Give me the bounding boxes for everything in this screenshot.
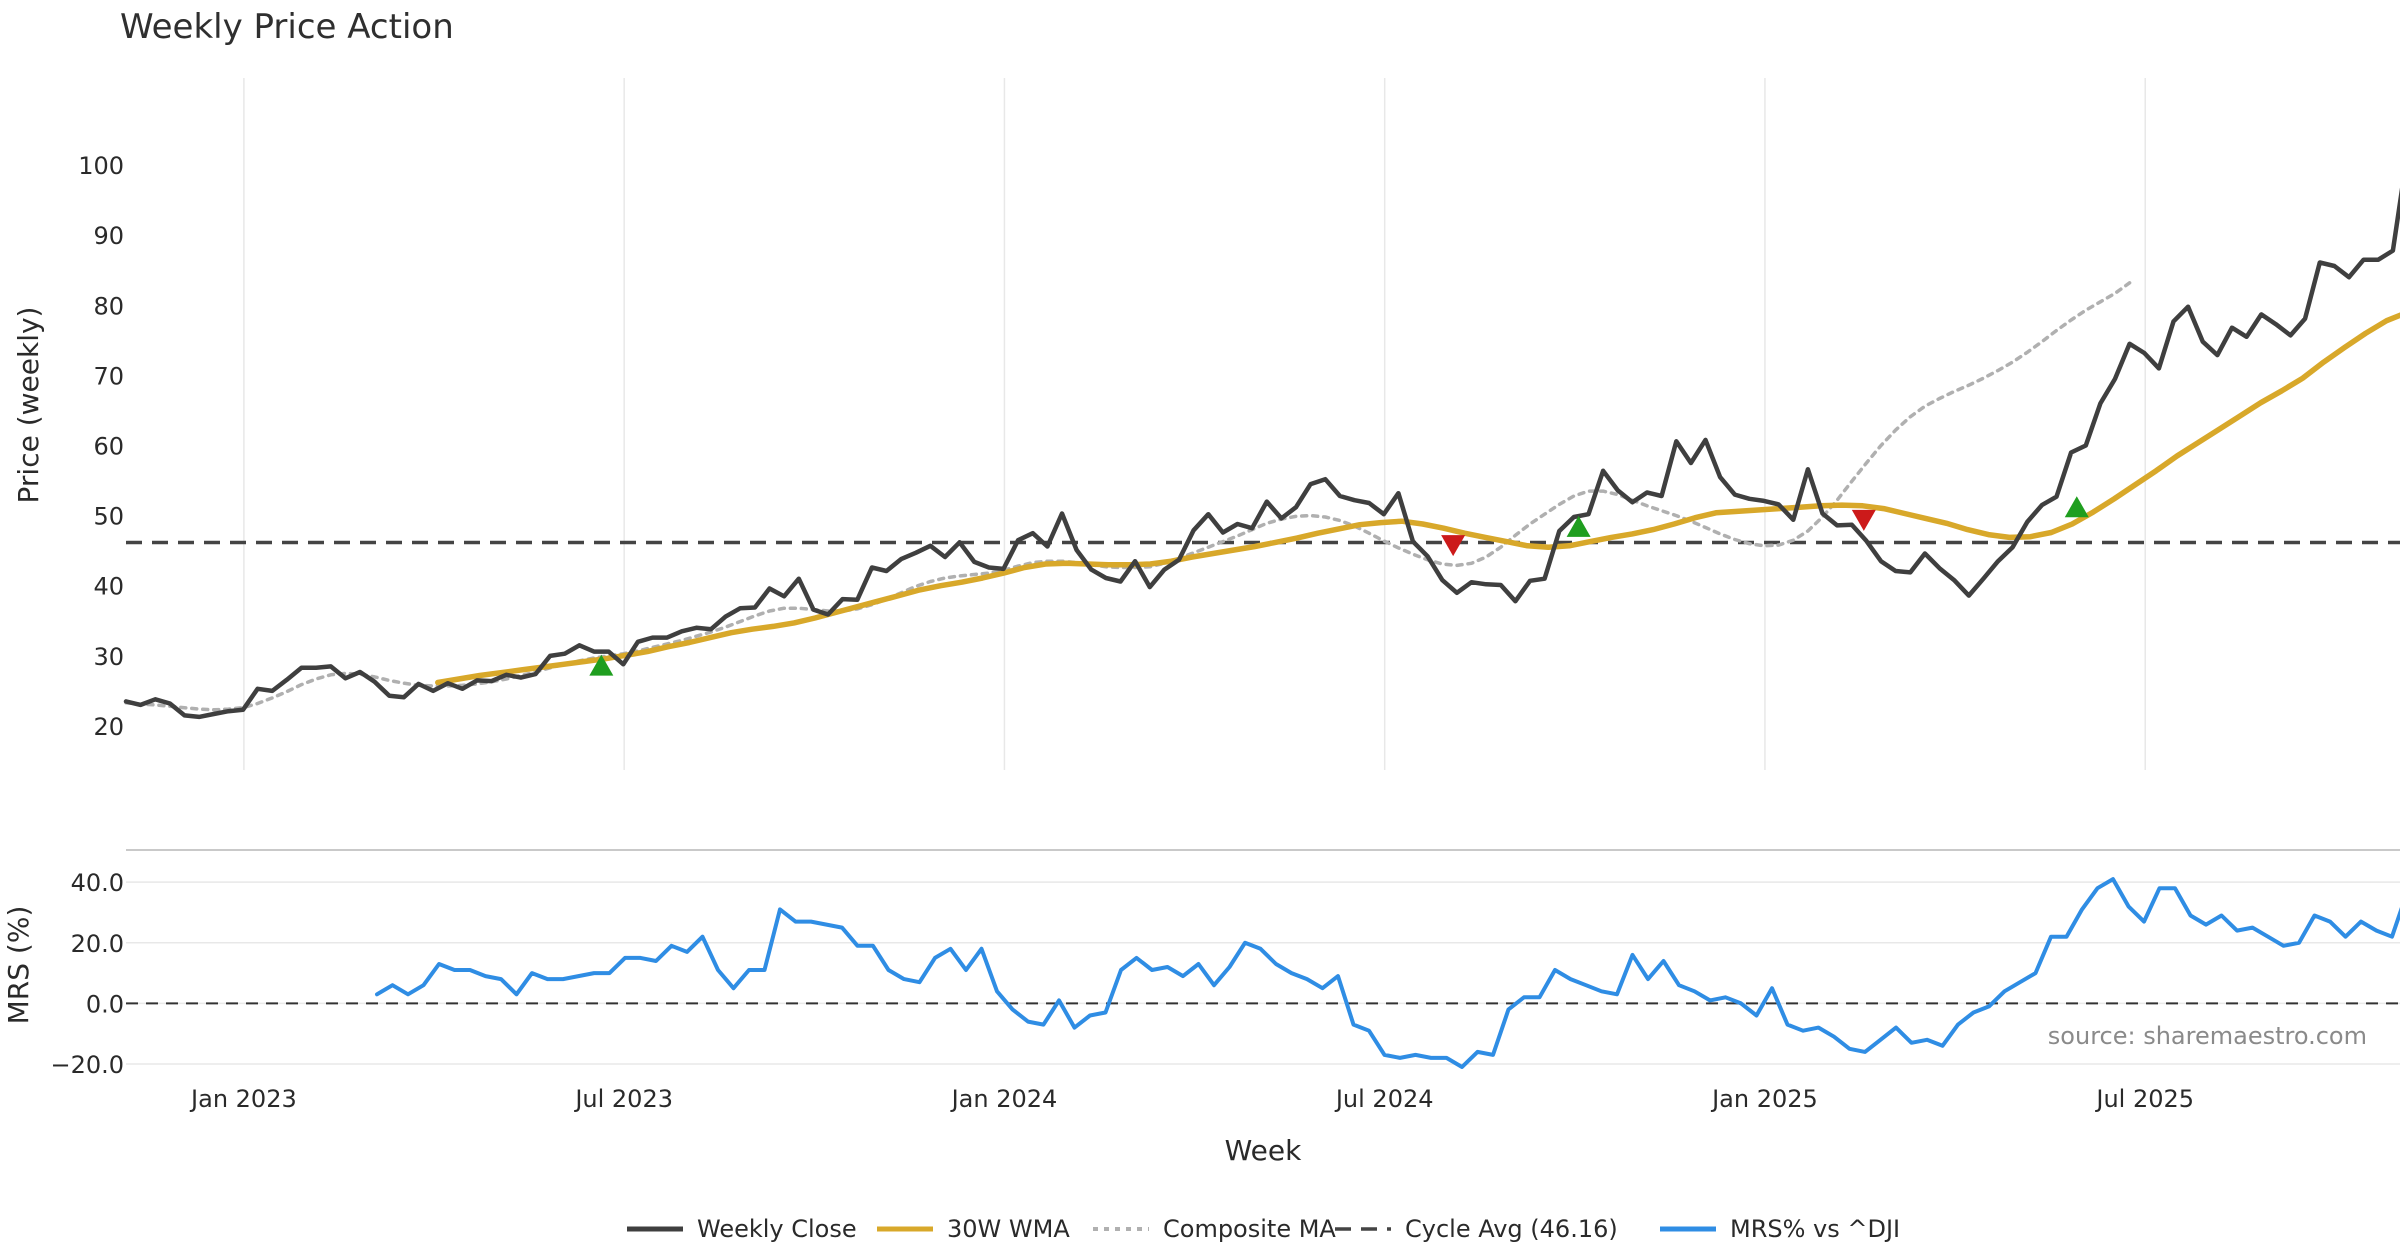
mrs-y-tick-label: 20.0 [71,930,124,958]
price-series-group [123,187,2400,720]
source-note: source: sharemaestro.com [2048,1022,2367,1050]
legend-entry-label: 30W WMA [947,1215,1070,1243]
composite-ma-line [124,281,2132,712]
sell-signal-marker [1851,509,1876,531]
x-axis-ticks: Jan 2023 Jul 2023 Jan 2024 Jul 2024 Jan 2025… [189,1085,2194,1113]
legend-entry-label: Composite MA [1163,1215,1336,1243]
price-y-tick-label: 100 [78,152,124,180]
price-y-axis-label: Price (weekly) [12,307,45,504]
buy-signal-marker [1566,515,1591,537]
mrs-grid [126,849,2400,1065]
mrs-y-tick-label: −20.0 [50,1051,124,1079]
sell-signal-marker [1441,535,1466,557]
price-y-tick-label: 70 [93,362,124,390]
x-axis-label: Week [1225,1134,1302,1167]
mrs-line [375,877,2400,1069]
price-y-tick-label: 90 [93,222,124,250]
price-y-tick-label: 60 [93,433,124,461]
mrs-series-group [126,877,2400,1069]
price-y-tick-label: 80 [93,292,124,320]
weekly-close-line [123,187,2400,720]
legend-entry-label: MRS% vs ^DJI [1730,1215,1900,1243]
wma-30w-line [435,312,2400,686]
x-tick-label: Jul 2024 [1334,1085,1434,1113]
chart-title: Weekly Price Action [120,7,454,47]
price-y-tick-label: 50 [93,503,124,531]
price-y-tick-label: 20 [93,713,124,741]
x-tick-label: Jul 2025 [2094,1085,2194,1113]
mrs-y-axis-label: MRS (%) [2,906,35,1025]
mrs-y-tick-label: 40.0 [71,869,124,897]
x-tick-label: Jan 2024 [950,1085,1058,1113]
x-tick-label: Jan 2023 [189,1085,297,1113]
chart-legend: Weekly Close 30W WMA Composite MA Cycle Avg… [627,1215,1900,1243]
price-y-tick-label: 30 [93,643,124,671]
price-y-ticks: 20 30 40 50 60 70 80 90 100 [78,152,124,741]
x-tick-label: Jul 2023 [573,1085,673,1113]
legend-entry-label: Cycle Avg (46.16) [1405,1215,1618,1243]
legend-entry-label: Weekly Close [697,1215,857,1243]
buy-signal-marker [2064,496,2089,518]
price-y-tick-label: 40 [93,573,124,601]
mrs-y-tick-label: 0.0 [86,990,124,1018]
buy-signal-marker [589,654,614,676]
price-grid [243,78,2146,770]
x-tick-label: Jan 2025 [1710,1085,1818,1113]
mrs-y-ticks: 40.0 20.0 0.0 −20.0 [50,869,124,1079]
